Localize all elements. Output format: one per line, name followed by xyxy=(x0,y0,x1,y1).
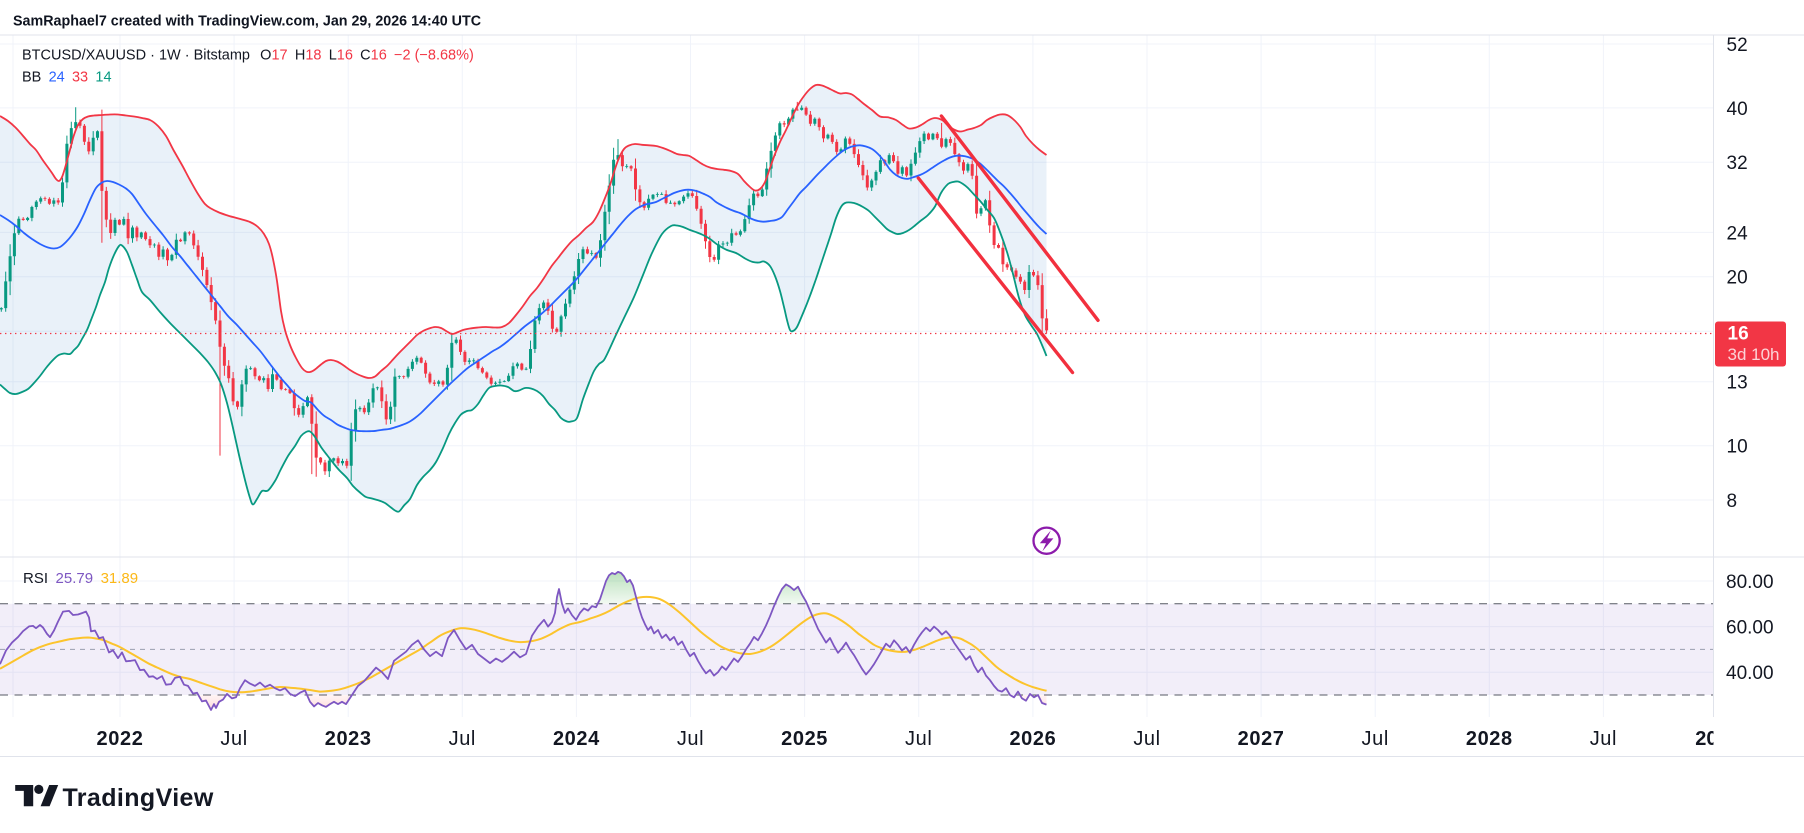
svg-text:2023: 2023 xyxy=(325,728,372,750)
svg-text:8: 8 xyxy=(1727,491,1738,512)
svg-text:Jul: Jul xyxy=(1590,728,1617,750)
svg-text:BTCUSD/XAUUSD · 1W · Bitstamp: BTCUSD/XAUUSD · 1W · Bitstamp O17 H18 L1… xyxy=(22,48,474,64)
svg-text:20: 20 xyxy=(1727,268,1748,289)
svg-text:Jul: Jul xyxy=(677,728,704,750)
svg-text:BB 24 33 14: BB 24 33 14 xyxy=(22,70,112,86)
svg-text:Jul: Jul xyxy=(905,728,932,750)
svg-text:32: 32 xyxy=(1727,153,1748,174)
svg-text:2022: 2022 xyxy=(97,728,144,750)
svg-text:2028: 2028 xyxy=(1466,728,1513,750)
svg-text:TradingView: TradingView xyxy=(63,784,214,812)
svg-text:Jul: Jul xyxy=(1133,728,1160,750)
svg-text:52: 52 xyxy=(1727,35,1748,56)
svg-text:2027: 2027 xyxy=(1238,728,1285,750)
svg-text:13: 13 xyxy=(1727,373,1748,394)
svg-text:SamRaphael7 created with Tradi: SamRaphael7 created with TradingView.com… xyxy=(13,14,481,30)
svg-text:40.00: 40.00 xyxy=(1726,663,1774,684)
svg-text:10: 10 xyxy=(1727,437,1748,458)
svg-text:16: 16 xyxy=(1728,324,1749,345)
svg-text:80.00: 80.00 xyxy=(1726,572,1774,593)
svg-text:2025: 2025 xyxy=(781,728,828,750)
svg-text:60.00: 60.00 xyxy=(1726,618,1774,639)
svg-text:2024: 2024 xyxy=(553,728,600,750)
svg-text:Jul: Jul xyxy=(220,728,247,750)
svg-text:40: 40 xyxy=(1727,99,1748,120)
svg-text:3d 10h: 3d 10h xyxy=(1728,345,1780,364)
svg-text:Jul: Jul xyxy=(449,728,476,750)
svg-text:24: 24 xyxy=(1727,223,1749,244)
svg-text:2026: 2026 xyxy=(1009,728,1056,750)
svg-text:Jul: Jul xyxy=(1362,728,1389,750)
svg-text:RSI 25.79 31.89: RSI 25.79 31.89 xyxy=(23,570,138,587)
svg-text:2029: 2029 xyxy=(1695,728,1740,750)
